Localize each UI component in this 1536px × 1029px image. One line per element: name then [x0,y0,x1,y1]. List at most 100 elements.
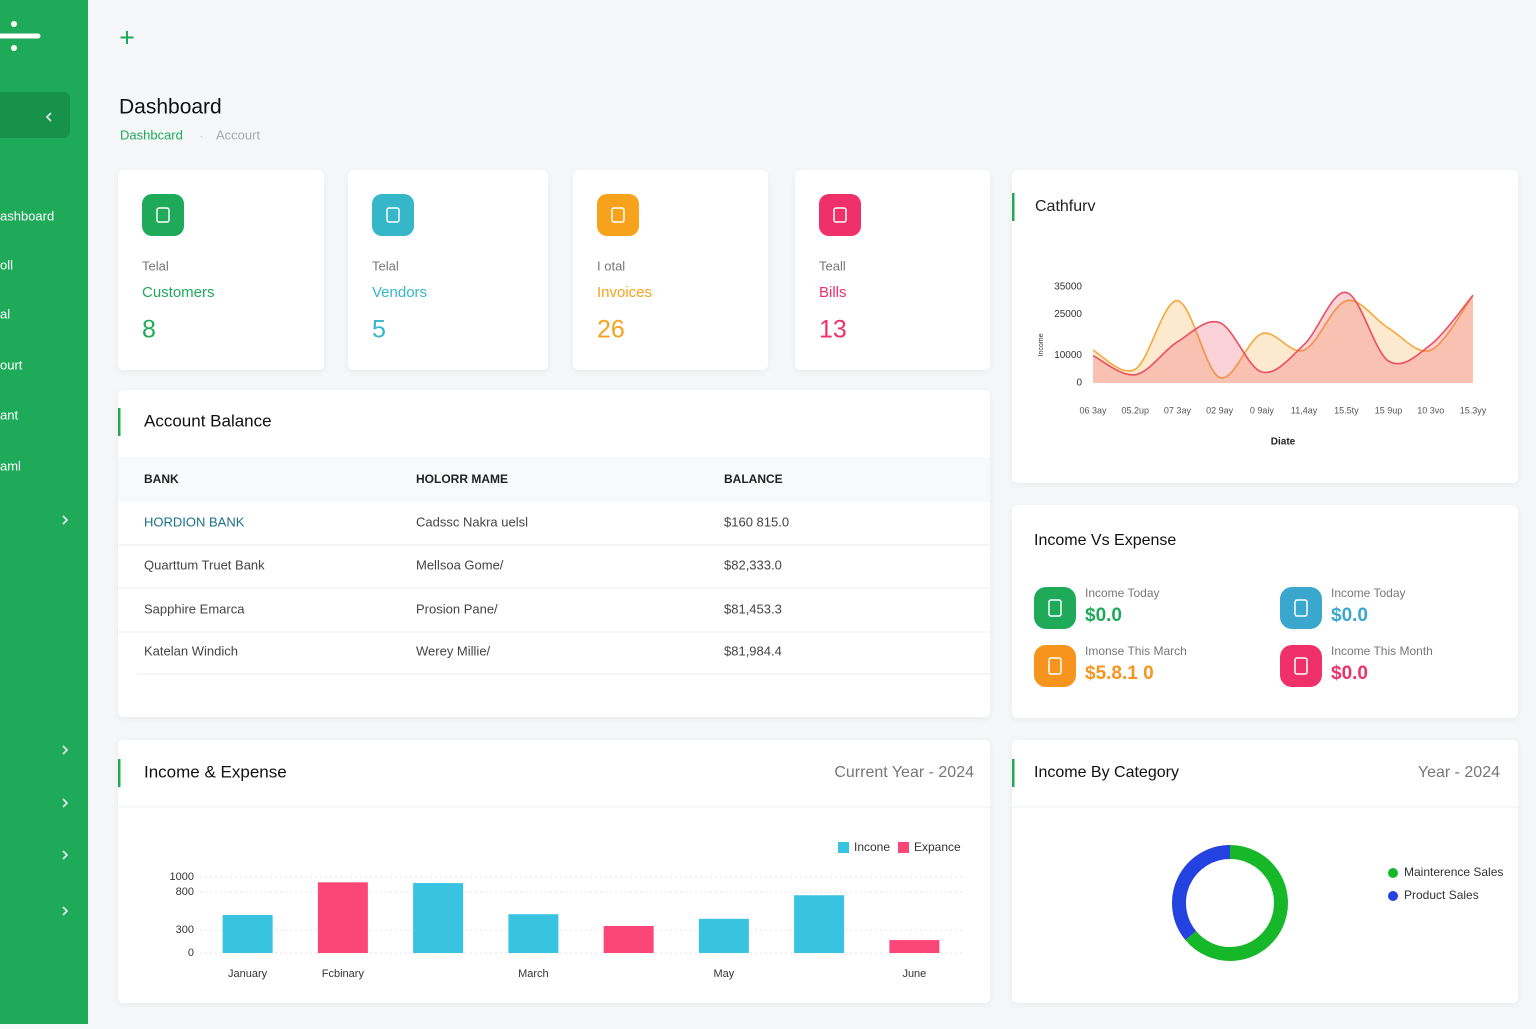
nav-item[interactable]: oll [0,257,13,272]
stat-icon-glyph [611,207,625,223]
sidebar-chevrons [62,515,69,916]
bar [698,918,749,953]
metric-icon-glyph [1048,657,1062,675]
area-line [1092,291,1474,376]
column-header: BALANCE [724,472,783,486]
legend-dot [1388,891,1398,901]
table-cell: Mellsoa Gome/ [416,557,504,572]
collapse-button[interactable] [0,92,70,138]
nav-item[interactable]: al [0,306,10,321]
stat-name: Invoices [597,284,652,301]
bar [603,926,654,953]
bar [222,915,273,953]
y-tick-label: 10000 [1054,350,1082,361]
chart-subtitle: Year - 2024 [1418,764,1500,781]
stat-name: Bills [819,284,847,301]
nav-item[interactable]: ashboard [0,208,54,223]
y-tick-label: 800 [176,886,194,898]
page-title: Dashboard [119,96,222,119]
table-cell: Katelan Windich [144,643,238,658]
chart-title: Cathfurv [1035,198,1095,215]
metric-label: Imonse This March [1085,644,1187,658]
sidebar [0,0,88,1024]
metric-label: Income This Month [1331,644,1433,658]
breadcrumb-link[interactable]: Dashbcard [120,127,183,142]
metric-label: Income Today [1085,586,1160,600]
metric-icon [1034,645,1076,687]
table-cell: Cadssc Nakra uelsl [416,514,528,529]
bar [794,895,845,953]
legend-swatch [898,842,909,853]
table-header [118,457,990,502]
bar [889,940,940,953]
x-tick-label: June [902,968,926,980]
stat-icon [597,194,639,236]
logo [0,21,41,51]
add-button[interactable] [120,31,134,44]
table-cell: $81,984.4 [724,643,782,658]
x-tick-label: January [228,968,268,980]
y-tick-label: 0 [1076,378,1082,389]
bar [317,882,368,953]
stat-icon-glyph [156,207,170,223]
card [1012,505,1518,718]
stat-value: 5 [372,316,386,344]
table-cell: Quarttum Truet Bank [144,557,265,572]
y-axis-label: Income [1038,333,1045,356]
nav-item[interactable]: ourt [0,357,23,372]
stat-value: 8 [142,316,156,344]
nav-item[interactable]: aml [0,458,21,473]
stat-label: Telal [372,258,399,273]
x-tick-label: March [518,968,549,980]
area-line [1092,294,1474,379]
x-tick-label: May [713,968,734,980]
x-tick-label: 07 3ay [1164,405,1192,415]
x-axis-label: Diate [1271,437,1296,448]
x-tick-label: 15.3yy [1460,405,1487,415]
table-cell: $160 815.0 [724,514,789,529]
stat-icon [142,194,184,236]
chart-title: Income & Expense [144,762,287,781]
metric-value: $0.0 [1085,605,1122,626]
x-tick-label: 06 3ay [1079,405,1107,415]
y-tick-label: 25000 [1054,309,1082,320]
stat-icon [819,194,861,236]
x-tick-label: 15.5ty [1334,405,1359,415]
stat-name: Vendors [372,284,427,301]
legend-label: Mainterence Sales [1404,865,1503,879]
stat-icon [372,194,414,236]
legend-swatch [838,842,849,853]
metric-icon [1034,587,1076,629]
legend-label: Product Sales [1404,888,1479,902]
stat-label: I otal [597,258,625,273]
breadcrumb-sep: - [200,131,203,141]
metric-value: $0.0 [1331,663,1368,684]
metric-icon-glyph [1294,657,1308,675]
card-title: Account Balance [144,411,272,430]
table-cell: HORDION BANK [144,514,245,529]
metric-label: Income Today [1331,586,1406,600]
breadcrumb-current: Accourt [216,127,260,142]
legend-dot [1388,868,1398,878]
x-tick-label: 05.2up [1121,405,1149,415]
x-tick-label: 02 9ay [1206,405,1234,415]
bar [413,883,464,953]
stat-label: Teall [819,258,846,273]
title-accent [118,408,121,436]
chart-title: Income By Category [1034,764,1179,781]
x-tick-label: 11,4ay [1291,405,1318,415]
card [118,390,990,717]
nav-item[interactable]: ant [0,407,18,422]
column-header: BANK [144,472,179,486]
stat-label: Telal [142,258,169,273]
y-tick-label: 300 [176,924,194,936]
table-cell: $82,333.0 [724,557,782,572]
y-tick-label: 1000 [170,871,194,883]
metric-icon-glyph [1294,599,1308,617]
area-fill [1093,295,1473,383]
y-tick-label: 0 [188,947,194,959]
metric-icon [1280,587,1322,629]
x-tick-label: 0 9aiy [1250,405,1275,415]
x-tick-label: 15 9up [1375,405,1403,415]
